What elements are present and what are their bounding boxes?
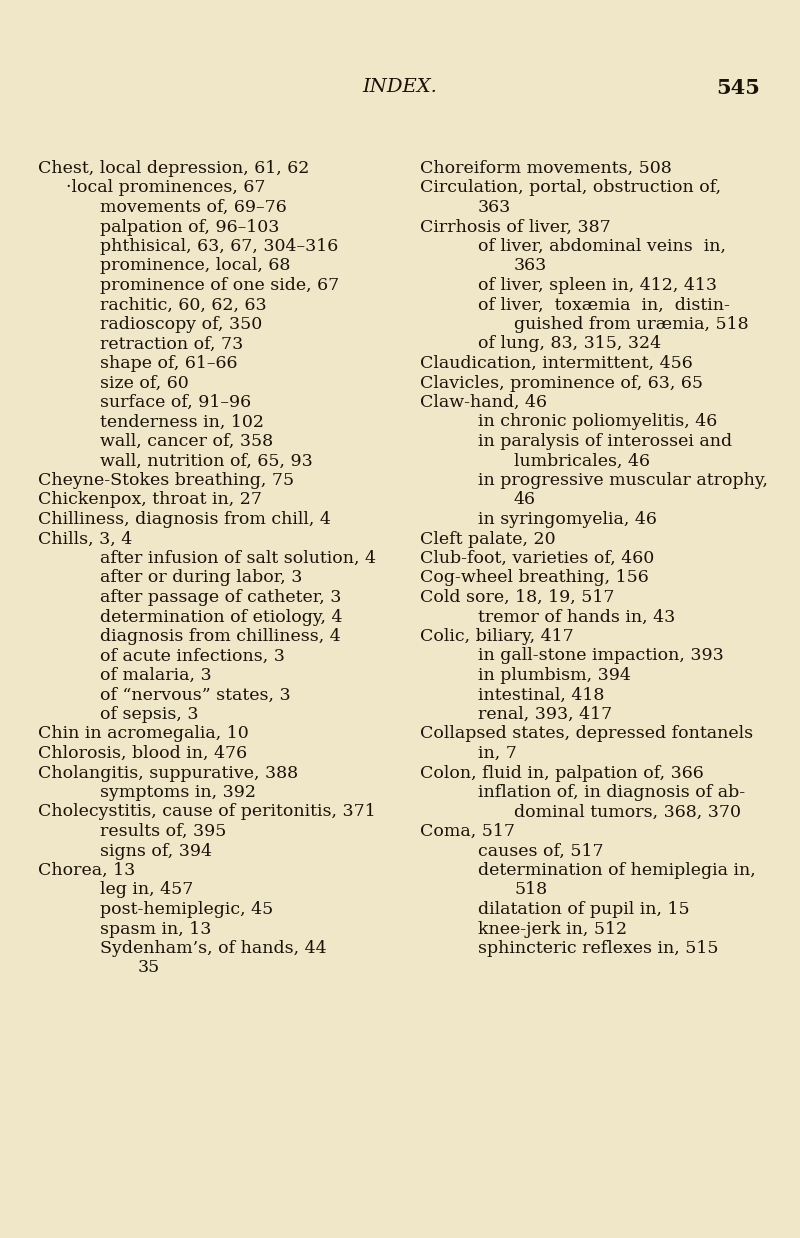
Text: determination of etiology, 4: determination of etiology, 4: [100, 609, 342, 625]
Text: in progressive muscular atrophy,: in progressive muscular atrophy,: [478, 472, 768, 489]
Text: Collapsed states, depressed fontanels: Collapsed states, depressed fontanels: [420, 725, 753, 743]
Text: diagnosis from chilliness, 4: diagnosis from chilliness, 4: [100, 628, 341, 645]
Text: post-hemiplegic, 45: post-hemiplegic, 45: [100, 901, 274, 919]
Text: Clavicles, prominence of, 63, 65: Clavicles, prominence of, 63, 65: [420, 375, 703, 391]
Text: inflation of, in diagnosis of ab-: inflation of, in diagnosis of ab-: [478, 784, 745, 801]
Text: ·local prominences, 67: ·local prominences, 67: [66, 180, 266, 197]
Text: phthisical, 63, 67, 304–316: phthisical, 63, 67, 304–316: [100, 238, 338, 255]
Text: Club-foot, varieties of, 460: Club-foot, varieties of, 460: [420, 550, 654, 567]
Text: INDEX.: INDEX.: [362, 78, 438, 97]
Text: tremor of hands in, 43: tremor of hands in, 43: [478, 609, 675, 625]
Text: after passage of catheter, 3: after passage of catheter, 3: [100, 589, 342, 605]
Text: tenderness in, 102: tenderness in, 102: [100, 413, 264, 431]
Text: radioscopy of, 350: radioscopy of, 350: [100, 316, 262, 333]
Text: in paralysis of interossei and: in paralysis of interossei and: [478, 433, 732, 449]
Text: of lung, 83, 315, 324: of lung, 83, 315, 324: [478, 335, 661, 353]
Text: retraction of, 73: retraction of, 73: [100, 335, 243, 353]
Text: 363: 363: [514, 258, 547, 275]
Text: palpation of, 96–103: palpation of, 96–103: [100, 218, 279, 235]
Text: Colon, fluid in, palpation of, 366: Colon, fluid in, palpation of, 366: [420, 765, 704, 781]
Text: Cholecystitis, cause of peritonitis, 371: Cholecystitis, cause of peritonitis, 371: [38, 803, 376, 821]
Text: Claw-hand, 46: Claw-hand, 46: [420, 394, 547, 411]
Text: size of, 60: size of, 60: [100, 375, 189, 391]
Text: signs of, 394: signs of, 394: [100, 843, 212, 859]
Text: Circulation, portal, obstruction of,: Circulation, portal, obstruction of,: [420, 180, 721, 197]
Text: in gall-stone impaction, 393: in gall-stone impaction, 393: [478, 647, 724, 665]
Text: wall, cancer of, 358: wall, cancer of, 358: [100, 433, 273, 449]
Text: results of, 395: results of, 395: [100, 823, 226, 841]
Text: 518: 518: [514, 881, 547, 899]
Text: renal, 393, 417: renal, 393, 417: [478, 706, 612, 723]
Text: of malaria, 3: of malaria, 3: [100, 667, 212, 685]
Text: prominence of one side, 67: prominence of one side, 67: [100, 277, 339, 293]
Text: Chickenpox, throat in, 27: Chickenpox, throat in, 27: [38, 491, 262, 509]
Text: Cholangitis, suppurative, 388: Cholangitis, suppurative, 388: [38, 765, 298, 781]
Text: of liver, spleen in, 412, 413: of liver, spleen in, 412, 413: [478, 277, 717, 293]
Text: of liver,  toxæmia  in,  distin-: of liver, toxæmia in, distin-: [478, 296, 730, 313]
Text: in chronic poliomyelitis, 46: in chronic poliomyelitis, 46: [478, 413, 718, 431]
Text: Chin in acromegalia, 10: Chin in acromegalia, 10: [38, 725, 249, 743]
Text: Coma, 517: Coma, 517: [420, 823, 515, 841]
Text: 46: 46: [514, 491, 536, 509]
Text: wall, nutrition of, 65, 93: wall, nutrition of, 65, 93: [100, 453, 313, 469]
Text: leg in, 457: leg in, 457: [100, 881, 194, 899]
Text: Chest, local depression, 61, 62: Chest, local depression, 61, 62: [38, 160, 310, 177]
Text: Cheyne-Stokes breathing, 75: Cheyne-Stokes breathing, 75: [38, 472, 294, 489]
Text: spasm in, 13: spasm in, 13: [100, 921, 211, 937]
Text: Colic, biliary, 417: Colic, biliary, 417: [420, 628, 574, 645]
Text: symptoms in, 392: symptoms in, 392: [100, 784, 256, 801]
Text: Sydenham’s, of hands, 44: Sydenham’s, of hands, 44: [100, 940, 326, 957]
Text: lumbricales, 46: lumbricales, 46: [514, 453, 650, 469]
Text: of “nervous” states, 3: of “nervous” states, 3: [100, 687, 290, 703]
Text: movements of, 69–76: movements of, 69–76: [100, 199, 286, 215]
Text: 35: 35: [138, 959, 160, 977]
Text: sphincteric reflexes in, 515: sphincteric reflexes in, 515: [478, 940, 718, 957]
Text: prominence, local, 68: prominence, local, 68: [100, 258, 290, 275]
Text: of acute infections, 3: of acute infections, 3: [100, 647, 285, 665]
Text: Cold sore, 18, 19, 517: Cold sore, 18, 19, 517: [420, 589, 614, 605]
Text: Choreiform movements, 508: Choreiform movements, 508: [420, 160, 672, 177]
Text: Cleft palate, 20: Cleft palate, 20: [420, 531, 556, 547]
Text: in syringomyelia, 46: in syringomyelia, 46: [478, 511, 657, 527]
Text: Cirrhosis of liver, 387: Cirrhosis of liver, 387: [420, 218, 610, 235]
Text: intestinal, 418: intestinal, 418: [478, 687, 604, 703]
Text: Chills, 3, 4: Chills, 3, 4: [38, 531, 132, 547]
Text: in plumbism, 394: in plumbism, 394: [478, 667, 631, 685]
Text: dilatation of pupil in, 15: dilatation of pupil in, 15: [478, 901, 690, 919]
Text: after or during labor, 3: after or during labor, 3: [100, 569, 302, 587]
Text: Claudication, intermittent, 456: Claudication, intermittent, 456: [420, 355, 693, 371]
Text: determination of hemiplegia in,: determination of hemiplegia in,: [478, 862, 756, 879]
Text: Chorea, 13: Chorea, 13: [38, 862, 135, 879]
Text: Chilliness, diagnosis from chill, 4: Chilliness, diagnosis from chill, 4: [38, 511, 331, 527]
Text: in, 7: in, 7: [478, 745, 517, 763]
Text: of sepsis, 3: of sepsis, 3: [100, 706, 198, 723]
Text: after infusion of salt solution, 4: after infusion of salt solution, 4: [100, 550, 376, 567]
Text: Cog-wheel breathing, 156: Cog-wheel breathing, 156: [420, 569, 649, 587]
Text: rachitic, 60, 62, 63: rachitic, 60, 62, 63: [100, 296, 266, 313]
Text: dominal tumors, 368, 370: dominal tumors, 368, 370: [514, 803, 741, 821]
Text: shape of, 61–66: shape of, 61–66: [100, 355, 238, 371]
Text: guished from uræmia, 518: guished from uræmia, 518: [514, 316, 749, 333]
Text: knee-jerk in, 512: knee-jerk in, 512: [478, 921, 627, 937]
Text: surface of, 91–96: surface of, 91–96: [100, 394, 251, 411]
Text: Chlorosis, blood in, 476: Chlorosis, blood in, 476: [38, 745, 247, 763]
Text: 363: 363: [478, 199, 511, 215]
Text: of liver, abdominal veins  in,: of liver, abdominal veins in,: [478, 238, 726, 255]
Text: causes of, 517: causes of, 517: [478, 843, 604, 859]
Text: 545: 545: [716, 78, 760, 98]
